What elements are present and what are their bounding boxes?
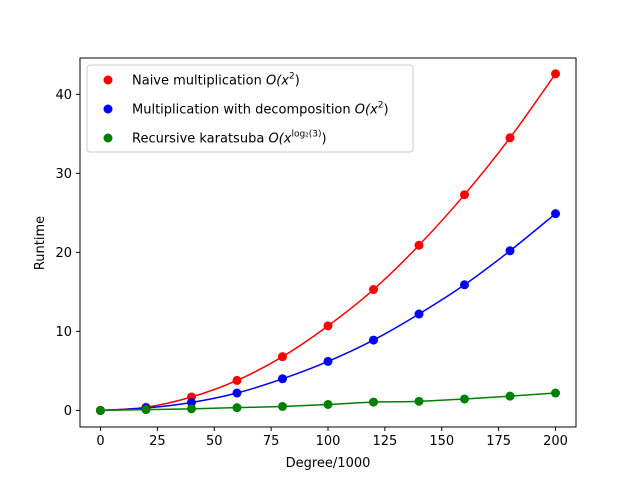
x-tick-label: 50 <box>206 434 223 449</box>
legend-label-2: Recursive karatsuba O(xlog₂(3)) <box>132 130 327 147</box>
data-point-series-2 <box>277 401 287 411</box>
x-tick-label: 200 <box>543 434 568 449</box>
data-point-series-2 <box>232 403 242 413</box>
x-tick-label: 125 <box>372 434 397 449</box>
legend-marker-2 <box>103 133 113 143</box>
data-point-series-0 <box>460 190 470 200</box>
data-point-series-1 <box>186 398 196 408</box>
legend-marker-0 <box>103 75 113 85</box>
data-point-series-1 <box>323 356 333 366</box>
data-point-series-2 <box>460 394 470 404</box>
data-point-series-0 <box>232 375 242 385</box>
data-point-series-2 <box>505 391 515 401</box>
x-axis-label: Degree/1000 <box>286 456 371 471</box>
data-point-series-1 <box>232 388 242 398</box>
x-tick-label: 175 <box>486 434 511 449</box>
data-point-series-1 <box>505 246 515 256</box>
x-tick-label: 100 <box>316 434 341 449</box>
data-point-series-2 <box>369 397 379 407</box>
legend-box <box>86 64 414 153</box>
legend-label-1: Multiplication with decomposition O(x2) <box>132 101 389 118</box>
data-point-series-0 <box>414 240 424 250</box>
x-tick-label: 75 <box>263 434 280 449</box>
y-tick-label: 40 <box>55 88 72 103</box>
data-point-series-0 <box>551 69 561 79</box>
data-point-series-1 <box>551 209 561 219</box>
data-point-series-2 <box>323 399 333 409</box>
data-point-series-0 <box>277 352 287 362</box>
data-point-series-0 <box>369 285 379 295</box>
y-tick-label: 30 <box>55 167 72 182</box>
data-point-series-1 <box>414 309 424 319</box>
y-tick-label: 20 <box>55 246 72 261</box>
legend: Naive multiplication O(x2) Multiplication… <box>86 64 414 153</box>
legend-marker-1 <box>103 104 113 114</box>
data-point-series-0 <box>323 321 333 331</box>
x-tick-label: 0 <box>96 434 104 449</box>
x-tick-label: 25 <box>149 434 166 449</box>
y-tick-label: 0 <box>64 404 72 419</box>
x-tick-label: 150 <box>429 434 454 449</box>
data-point-series-2 <box>186 404 196 414</box>
data-point-series-2 <box>414 396 424 406</box>
y-tick-label: 10 <box>55 325 72 340</box>
data-point-series-2 <box>141 405 151 415</box>
data-point-series-1 <box>460 280 470 290</box>
y-axis: 0 10 20 30 40 <box>55 88 80 419</box>
data-point-series-1 <box>277 374 287 384</box>
y-axis-label: Runtime <box>33 216 48 270</box>
data-point-series-2 <box>551 388 561 398</box>
x-axis: 0 25 50 75 100 125 150 175 200 <box>96 427 568 449</box>
data-point-series-0 <box>505 133 515 143</box>
legend-label-0: Naive multiplication O(x2) <box>132 72 300 89</box>
data-point-series-2 <box>95 405 105 415</box>
data-point-series-1 <box>369 335 379 345</box>
series-layer <box>95 69 561 415</box>
